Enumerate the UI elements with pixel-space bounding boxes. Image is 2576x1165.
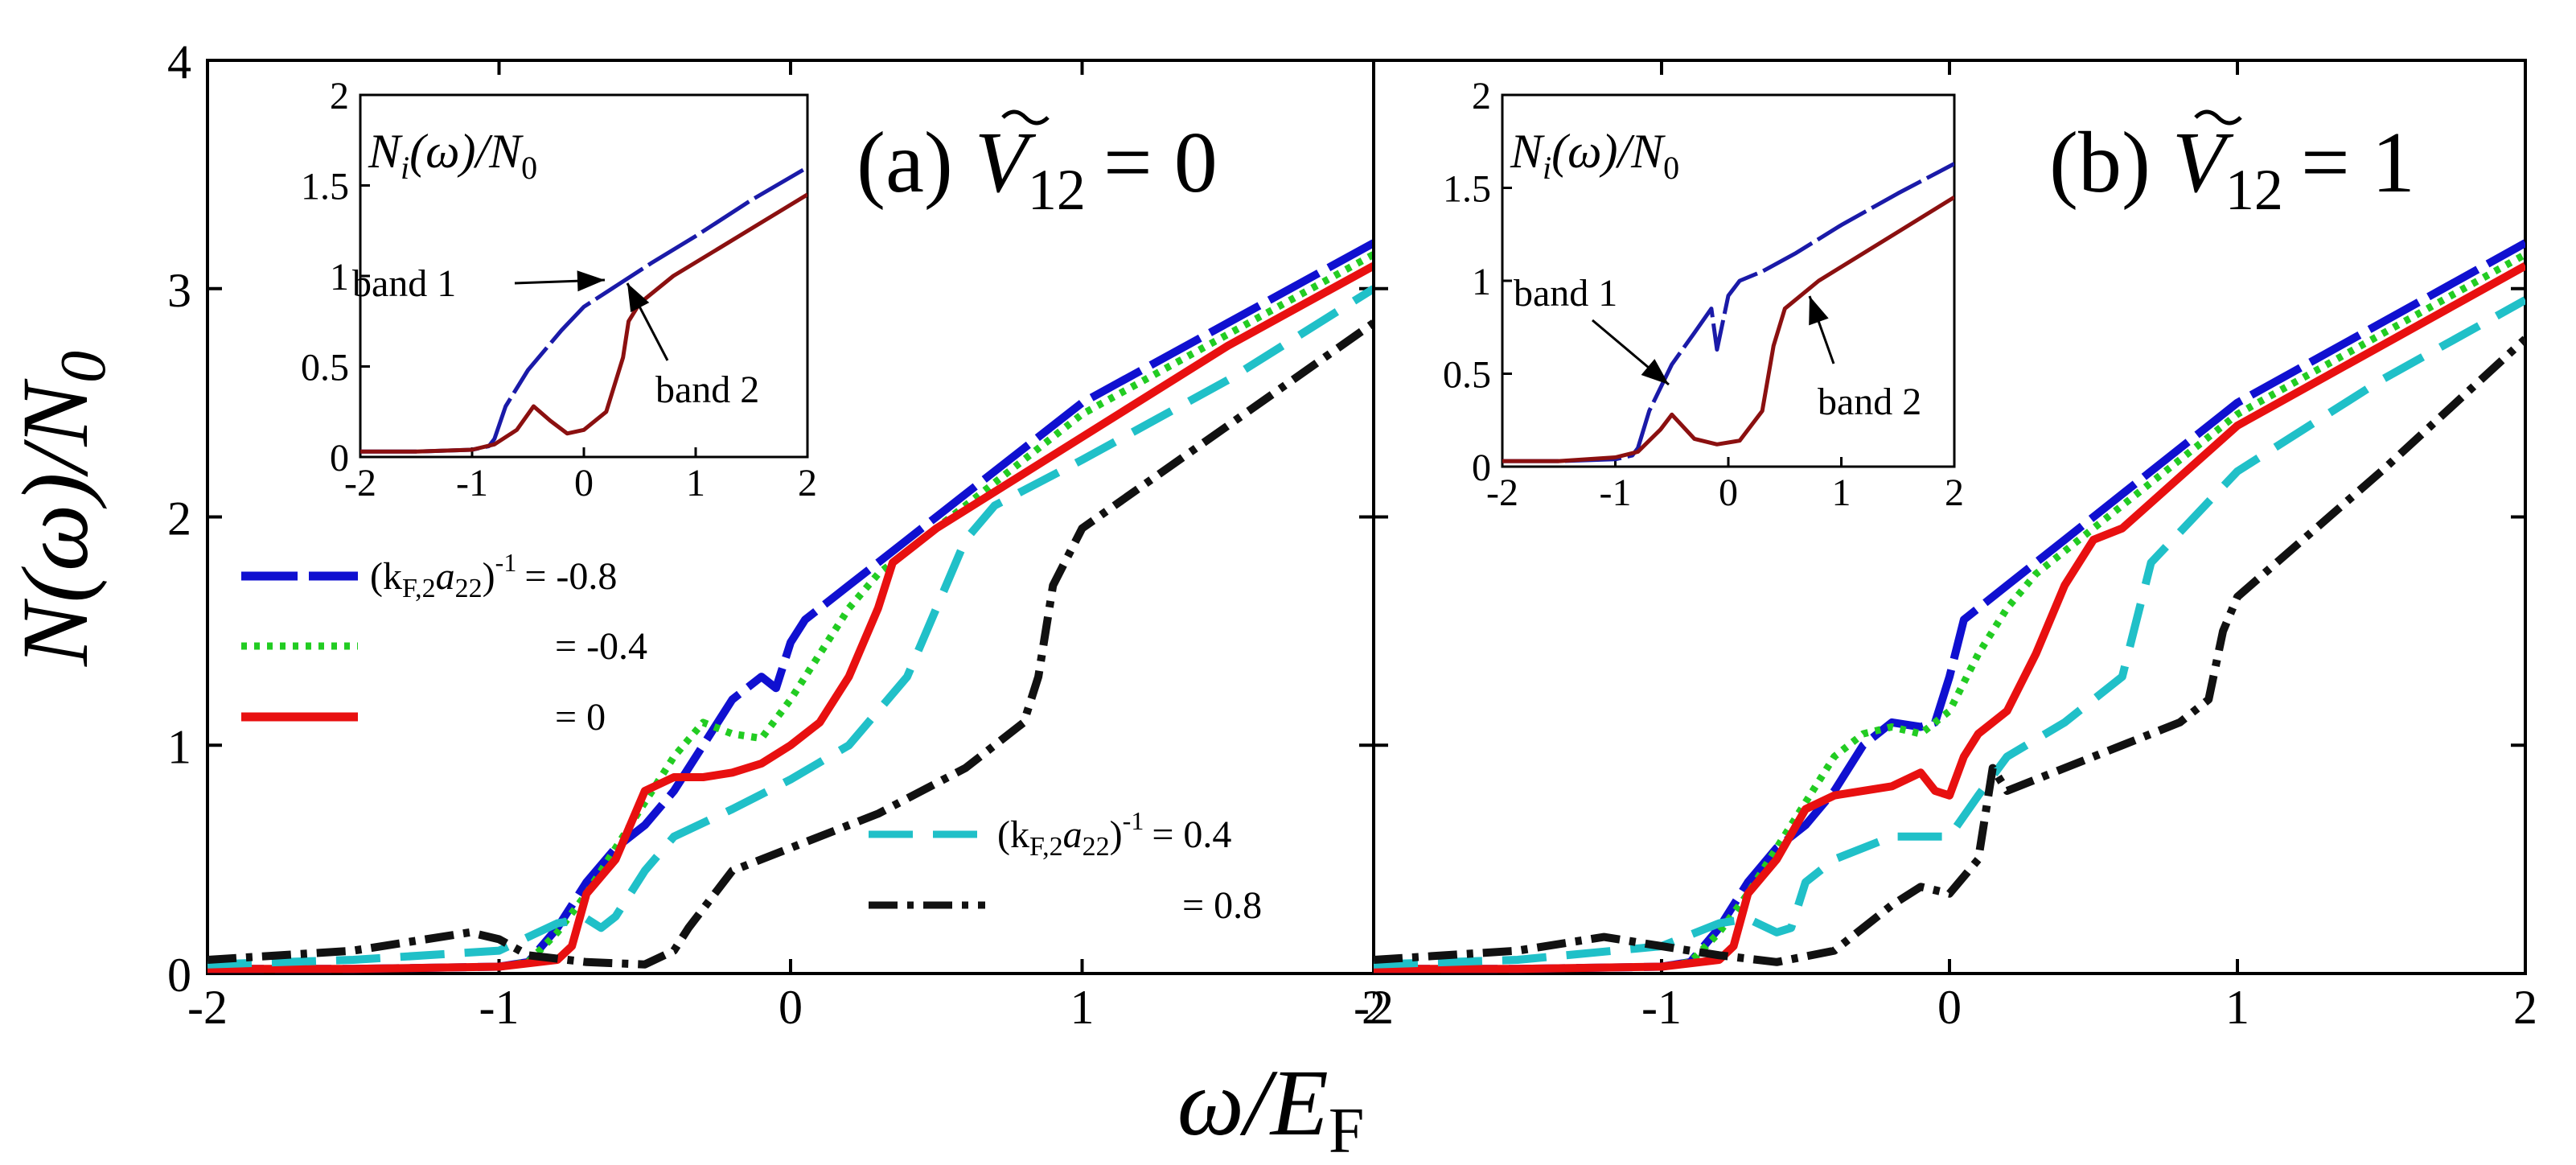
- inset-x-tick-label: 1: [1832, 471, 1851, 514]
- x-tick-label: 2: [2513, 981, 2537, 1034]
- arrowhead-band2: [1809, 296, 1829, 326]
- legend-label-m04: = -0.4: [555, 625, 647, 668]
- inset-y-tick-label: 0.5: [1443, 354, 1491, 397]
- y-tick-label: 2: [167, 492, 191, 545]
- inset-series-line-0: [1502, 162, 1954, 463]
- inset-y-tick-label: 0: [1472, 447, 1491, 489]
- x-tick-label: 1: [2225, 981, 2249, 1034]
- legend-label-p04: (kF,2a22)-1 = 0.4: [997, 806, 1231, 862]
- series-line-4: [207, 319, 1374, 969]
- arrowhead-band1: [1641, 359, 1669, 385]
- panel-b: -2 -1 0 1 2 (b) V12 = 1 -2 -1 0 1 2 0 0.5 1 1.5 2 Ni(ω)/N…: [1354, 59, 2537, 1034]
- arrowhead-band2: [627, 283, 650, 313]
- x-tick-label: -1: [1641, 981, 1682, 1034]
- inset-y-tick-label: 1.5: [1443, 168, 1491, 211]
- series-line-0: [207, 239, 1374, 974]
- inset-x-tick-label: -2: [1486, 471, 1518, 514]
- tilde-mark: [2194, 109, 2242, 126]
- inset-frame: [1501, 93, 1956, 468]
- x-tick-label: 1: [1070, 981, 1095, 1034]
- inset-title: Ni(ω)/N0: [368, 125, 537, 186]
- inset-x-tick-label: -2: [344, 462, 376, 504]
- x-tick-label: 0: [1937, 981, 1962, 1034]
- x-tick-label: -2: [1354, 981, 1394, 1034]
- series-line-1: [1374, 251, 2525, 973]
- series-line-1: [207, 251, 1374, 973]
- x-tick-label: 2: [1362, 981, 1386, 1034]
- inset-y-tick-label: 2: [330, 75, 349, 117]
- inset-y-tick-label: 0: [330, 437, 349, 480]
- annotation-band2: band 2: [1818, 381, 1921, 423]
- legend: (kF,2a22)-1 = -0.8 = -0.4 = 0 (kF,2a22)-1…: [241, 548, 1262, 927]
- inset-x-tick-label: 2: [798, 462, 817, 504]
- series-line-3: [1374, 296, 2525, 969]
- inset-y-tick-label: 0.5: [301, 347, 349, 389]
- inset-y-tick-label: 1.5: [301, 166, 349, 208]
- annotation-band1: band 1: [352, 262, 456, 305]
- y-tick-label: 0: [167, 949, 191, 1002]
- inset-x-tick-label: 1: [686, 462, 705, 504]
- x-tick-label: 0: [779, 981, 803, 1034]
- series-line-3: [207, 285, 1374, 969]
- panel-a: -2 -1 0 1 2 0 1 2 3 4 (a) V12 = 0 -2 -1 0 1 2 0 0.5 1 1.5 2 Ni…: [167, 35, 1386, 1034]
- inset: -2 -1 0 1 2 0 0.5 1 1.5 2 Ni(ω)/N0 band 1 band 2: [1443, 75, 1964, 514]
- arrowhead-band1: [577, 270, 605, 292]
- series-line-2: [1374, 262, 2525, 974]
- inset-title: Ni(ω)/N0: [1510, 125, 1679, 186]
- series-line-2: [207, 262, 1374, 974]
- legend-label-0: = 0: [555, 696, 606, 739]
- panel-title: (a) V12 = 0: [857, 115, 1218, 222]
- inset-series-line-1: [1502, 195, 1954, 463]
- inset-x-tick-label: 0: [574, 462, 594, 504]
- x-tick-label: -1: [479, 981, 520, 1034]
- y-axis-label: N(ω)/N0: [2, 351, 119, 667]
- y-tick-label: 3: [167, 264, 191, 317]
- inset-x-tick-label: 0: [1719, 471, 1738, 514]
- legend-label-p08: = 0.8: [1182, 884, 1262, 927]
- x-axis-label: ω/EF: [1177, 1050, 1365, 1165]
- inset: -2 -1 0 1 2 0 0.5 1 1.5 2 Ni(ω)/N0 band 1 band 2: [301, 75, 817, 504]
- inset-x-tick-label: 2: [1945, 471, 1964, 514]
- inset-y-tick-label: 2: [1472, 75, 1491, 117]
- inset-y-tick-label: 1: [1472, 261, 1491, 303]
- annotation-band2: band 2: [655, 368, 759, 411]
- inset-series-line-1: [360, 192, 807, 454]
- annotation-band1: band 1: [1514, 272, 1617, 315]
- inset-y-tick-label: 1: [330, 256, 349, 298]
- inset-x-tick-label: -1: [456, 462, 488, 504]
- panel-title: (b) V12 = 1: [2049, 115, 2415, 222]
- inset-x-tick-label: -1: [1600, 471, 1632, 514]
- x-tick-label: -2: [187, 981, 228, 1034]
- y-tick-label: 1: [167, 720, 191, 773]
- tilde-mark: [1001, 109, 1050, 126]
- y-tick-label: 4: [167, 35, 191, 89]
- legend-label-m08: (kF,2a22)-1 = -0.8: [370, 548, 617, 603]
